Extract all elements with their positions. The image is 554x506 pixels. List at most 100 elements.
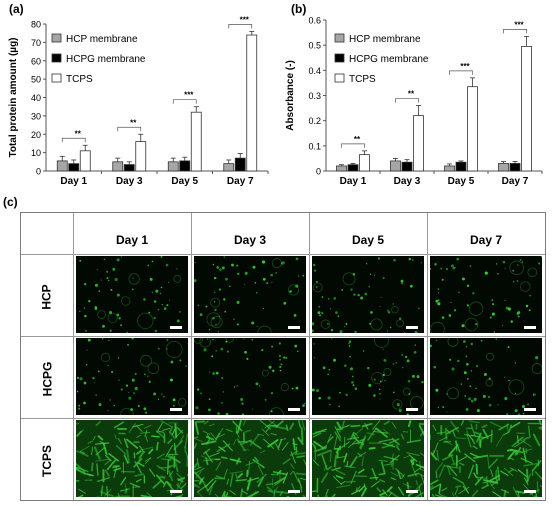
cell [120, 477, 127, 486]
cell [221, 402, 223, 404]
cell [165, 444, 173, 458]
cell [225, 413, 229, 415]
cell-cluster [464, 317, 479, 332]
cell [442, 454, 454, 461]
cell [491, 312, 495, 316]
cell [264, 398, 267, 401]
cell [140, 494, 153, 497]
cell [267, 489, 276, 494]
cell [278, 354, 282, 358]
cell [215, 323, 217, 326]
cell [271, 345, 274, 348]
cell [435, 299, 439, 303]
cell [84, 314, 87, 318]
cell-cluster [287, 284, 299, 296]
cell [356, 486, 361, 491]
cell [124, 483, 128, 494]
cell [482, 428, 489, 439]
legend-label: HCPG membrane [66, 54, 146, 65]
cell [120, 388, 123, 391]
cell [378, 438, 394, 443]
cell [437, 406, 440, 409]
bar [135, 141, 147, 172]
cell [446, 465, 451, 475]
significance-bracket [61, 137, 86, 143]
cell [194, 279, 197, 282]
cell [224, 310, 227, 313]
cell [495, 263, 498, 265]
cell [104, 459, 112, 466]
cell [261, 349, 264, 352]
cell [194, 485, 197, 487]
cell [312, 322, 315, 326]
cell [351, 375, 354, 378]
fluorescence-texture [312, 257, 422, 333]
cell-cluster [280, 383, 289, 392]
cell [156, 453, 165, 459]
cell [436, 431, 446, 434]
cell [212, 372, 215, 375]
significance-label: ** [354, 135, 361, 144]
cell [451, 367, 455, 371]
cell [407, 491, 411, 497]
cell [236, 385, 238, 387]
cell [208, 329, 211, 331]
cell [143, 407, 147, 411]
cell [328, 368, 331, 371]
cell [396, 403, 400, 407]
cell [317, 494, 320, 497]
cell-cluster [261, 369, 269, 377]
cell [132, 277, 134, 279]
scale-bar [288, 408, 300, 411]
cell-cluster [120, 407, 134, 415]
micrograph-hcpg-day7 [430, 338, 542, 415]
cell [267, 439, 279, 448]
cell [508, 424, 513, 433]
cell [408, 393, 411, 396]
cell [304, 402, 306, 405]
cell [146, 492, 153, 497]
bar [190, 111, 202, 172]
cell-cluster [210, 297, 221, 308]
cell [106, 277, 109, 280]
cell [450, 264, 454, 268]
fluorescence-texture [79, 256, 182, 333]
scale-bar [288, 490, 300, 493]
cell [197, 304, 200, 307]
cell [217, 331, 220, 333]
cell [221, 266, 225, 270]
cell [464, 394, 467, 397]
cell [522, 413, 525, 415]
bar [498, 163, 509, 172]
cell [318, 305, 321, 308]
y-axis-title: Absorbance (-) [285, 60, 296, 131]
cell [410, 458, 415, 466]
cell [418, 424, 424, 437]
cell-cluster [485, 379, 494, 387]
y-tick-label: 80 [31, 20, 41, 30]
cell [96, 463, 99, 476]
cell [218, 288, 221, 291]
cell [382, 276, 385, 279]
cell [111, 371, 114, 374]
bar [359, 154, 370, 172]
cell [400, 433, 405, 440]
cell [471, 489, 479, 497]
cell [223, 256, 225, 258]
cell [108, 310, 113, 315]
cell [320, 472, 329, 483]
cell [433, 365, 437, 369]
cell [100, 485, 104, 497]
cell [465, 408, 469, 411]
cell [223, 495, 226, 497]
cell [350, 424, 361, 428]
cell [271, 478, 274, 489]
cell [266, 282, 269, 285]
cell [368, 383, 372, 387]
cell [260, 450, 266, 454]
cell [336, 421, 343, 430]
cell [212, 339, 214, 341]
cell [274, 478, 285, 486]
cell [116, 258, 120, 262]
cell [212, 316, 215, 320]
